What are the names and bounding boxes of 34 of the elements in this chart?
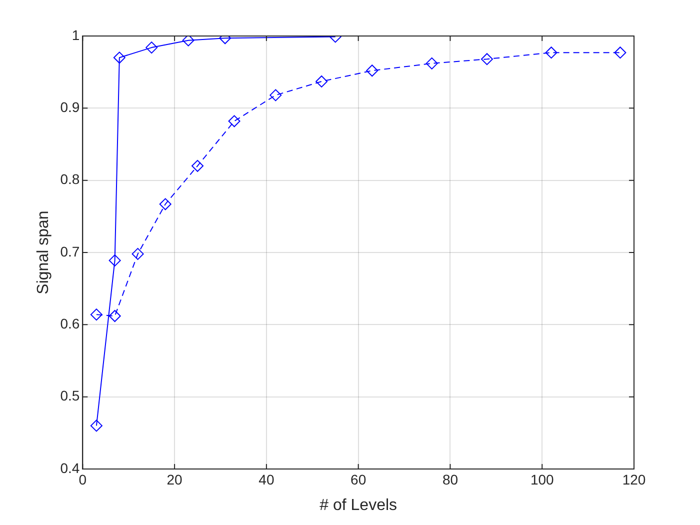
point — [108, 310, 121, 322]
point — [90, 420, 102, 432]
x-axis-title: # of Levels — [320, 496, 398, 514]
x-tick-label: 0 — [78, 471, 87, 488]
x-tick-label: 40 — [258, 471, 274, 488]
point — [108, 254, 121, 266]
x-tick-label: 120 — [622, 471, 646, 488]
point — [90, 308, 102, 321]
point — [366, 64, 378, 77]
y-tick-label: 0.7 — [60, 243, 80, 260]
y-tick-label: 0.9 — [60, 99, 80, 116]
point — [159, 198, 172, 210]
point — [614, 46, 626, 59]
point — [480, 53, 493, 66]
y-tick-label: 0.4 — [60, 460, 80, 476]
x-tick-label: 60 — [350, 471, 366, 488]
point — [113, 52, 126, 64]
y-axis-title: Signal span — [35, 210, 52, 294]
y-tick-label: 0.8 — [60, 171, 80, 188]
x-tick-label: 80 — [442, 471, 458, 488]
point — [182, 36, 194, 46]
point — [192, 160, 204, 172]
point — [270, 89, 282, 102]
point — [545, 46, 558, 59]
y-tick-label: 0.6 — [60, 316, 80, 332]
x-tick-label: 100 — [530, 471, 554, 488]
point — [316, 75, 328, 88]
point — [228, 115, 240, 128]
point — [426, 57, 438, 70]
point — [146, 42, 158, 54]
x-tick-label: 20 — [166, 471, 183, 488]
point — [132, 248, 144, 260]
y-tick-label: 1 — [72, 26, 80, 43]
y-tick-label: 0.5 — [60, 388, 80, 404]
